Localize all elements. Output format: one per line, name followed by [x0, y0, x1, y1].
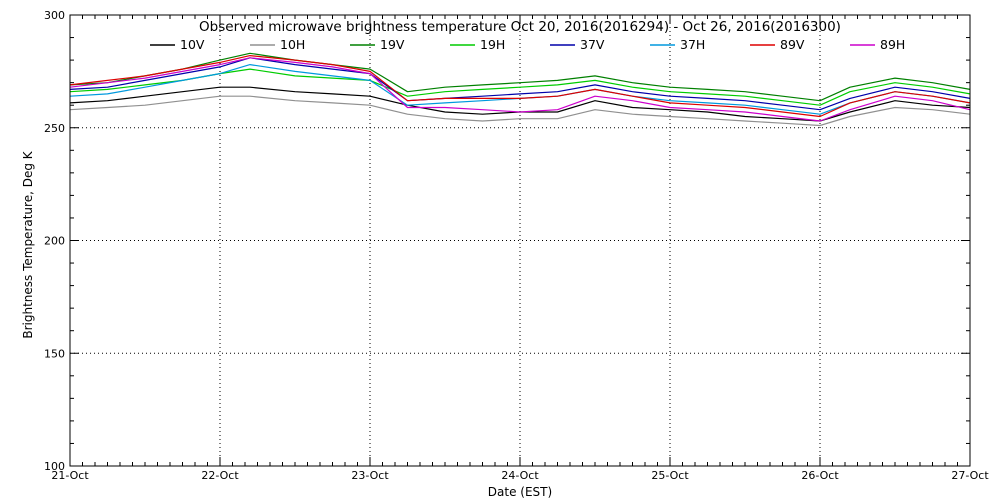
x-tick-label: 21-Oct	[51, 469, 89, 482]
legend-label-19v: 19V	[380, 37, 405, 52]
chart-title: Observed microwave brightness temperatur…	[199, 19, 841, 35]
series-layer	[69, 52, 971, 127]
legend: 10V 10H 19V 19H 37V 37H 89V 89H	[150, 37, 905, 52]
x-tick-label: 23-Oct	[351, 469, 389, 482]
series-line-10h	[69, 95, 971, 127]
x-tick-label: 22-Oct	[201, 469, 239, 482]
legend-label-37h: 37H	[680, 37, 705, 52]
y-tick-label: 150	[44, 347, 65, 360]
y-tick-label: 300	[44, 9, 65, 22]
legend-label-19h: 19H	[480, 37, 505, 52]
legend-label-37v: 37V	[580, 37, 605, 52]
legend-label-89v: 89V	[780, 37, 805, 52]
x-axis-label: Date (EST)	[488, 485, 552, 499]
y-tick-label: 200	[44, 235, 65, 248]
ticks: 21-Oct 22-Oct 23-Oct 24-Oct 25-Oct 26-Oct 27-O…	[44, 9, 989, 482]
y-axis-label: Brightness Temperature, Deg K	[21, 150, 35, 338]
series-line-19v	[69, 52, 971, 102]
x-tick-label: 25-Oct	[651, 469, 689, 482]
series-line-37v	[69, 57, 971, 111]
x-tick-label: 27-Oct	[951, 469, 989, 482]
y-tick-label: 100	[44, 460, 65, 473]
series-line-89h	[69, 57, 971, 122]
legend-label-89h: 89H	[880, 37, 905, 52]
x-tick-label: 26-Oct	[801, 469, 839, 482]
legend-label-10v: 10V	[180, 37, 205, 52]
series-line-89v	[69, 54, 971, 118]
x-tick-label: 24-Oct	[501, 469, 539, 482]
legend-label-10h: 10H	[280, 37, 305, 52]
y-tick-label: 250	[44, 122, 65, 135]
